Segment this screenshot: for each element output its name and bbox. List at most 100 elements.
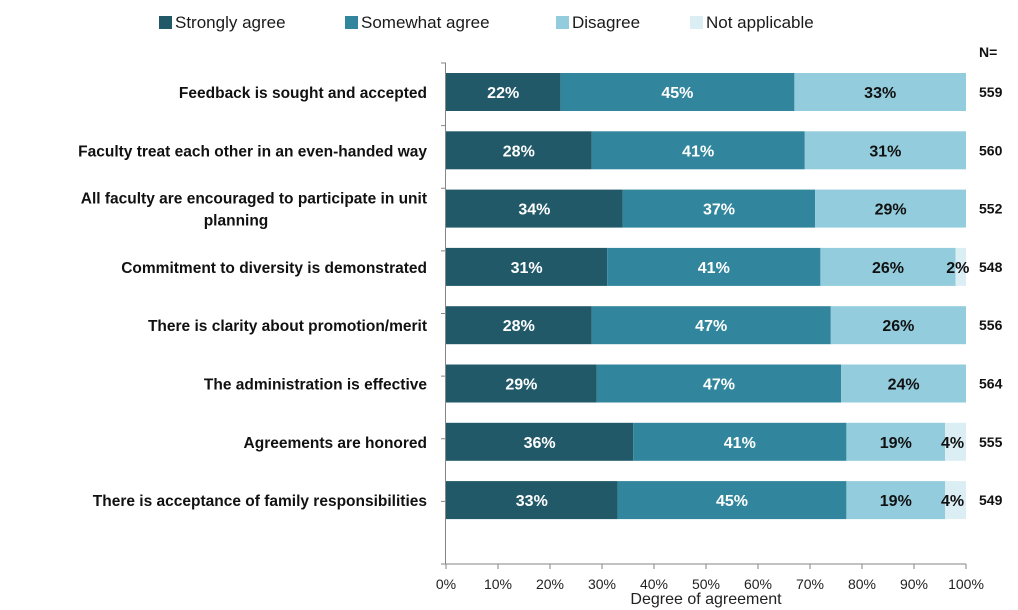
bar-segment bbox=[446, 247, 608, 286]
legend-swatch bbox=[690, 16, 703, 29]
category-label: Commitment to diversity is demonstrated bbox=[121, 260, 427, 277]
x-tick-label: 80% bbox=[848, 576, 876, 592]
data-label: 31% bbox=[869, 143, 901, 160]
x-tick-label: 40% bbox=[640, 576, 668, 592]
legend-label: Strongly agree bbox=[175, 13, 286, 32]
x-tick-label: 30% bbox=[588, 576, 616, 592]
data-label: 33% bbox=[516, 493, 548, 510]
legend-swatch bbox=[556, 16, 569, 29]
data-label: 19% bbox=[880, 435, 912, 452]
category-labels: Feedback is sought and accepted Faculty t… bbox=[78, 85, 427, 510]
legend-label: Disagree bbox=[572, 13, 640, 32]
n-value: 560 bbox=[979, 142, 1003, 158]
data-label: 45% bbox=[661, 85, 693, 102]
x-axis-title: Degree of agreement bbox=[630, 591, 782, 608]
bar-segment bbox=[622, 189, 816, 228]
n-value: 564 bbox=[979, 376, 1003, 392]
data-label: 22% bbox=[487, 85, 519, 102]
bar-segment bbox=[446, 73, 561, 111]
data-label: 33% bbox=[864, 85, 896, 102]
data-label: 19% bbox=[880, 493, 912, 510]
data-label: 47% bbox=[695, 318, 727, 335]
bars: 22% 45% 33% 28% 41% 31% 34% 37% 29% 31% 41% 26% 2% 28… bbox=[446, 73, 969, 520]
n-value: 552 bbox=[979, 201, 1003, 217]
data-label: 41% bbox=[682, 143, 714, 160]
bar-segment bbox=[804, 131, 966, 170]
bar-segment bbox=[617, 481, 847, 520]
legend-label: Somewhat agree bbox=[361, 13, 490, 32]
x-tick-label: 90% bbox=[900, 576, 928, 592]
data-label: 4% bbox=[941, 435, 964, 452]
bar-segment bbox=[815, 189, 966, 228]
category-label: All faculty are encouraged to participat… bbox=[81, 191, 427, 230]
data-label: 29% bbox=[505, 377, 537, 394]
n-header: N= bbox=[979, 44, 997, 60]
x-tick-label: 100% bbox=[948, 576, 984, 592]
x-tick-label: 70% bbox=[796, 576, 824, 592]
data-label: 41% bbox=[698, 260, 730, 277]
bar-segment bbox=[560, 73, 795, 111]
bar-segment bbox=[446, 481, 618, 520]
n-value: 555 bbox=[979, 434, 1003, 450]
bar-segment bbox=[830, 306, 966, 345]
category-label: Faculty treat each other in an even-hand… bbox=[78, 143, 427, 160]
legend-item: Somewhat agree bbox=[345, 13, 490, 32]
bar-segment bbox=[446, 189, 623, 228]
n-value: 559 bbox=[979, 84, 1003, 100]
legend-item: Strongly agree bbox=[159, 13, 286, 32]
data-label: 45% bbox=[716, 493, 748, 510]
bar-segment bbox=[794, 73, 966, 111]
n-value: 556 bbox=[979, 317, 1003, 333]
data-label: 28% bbox=[503, 143, 535, 160]
x-tick-label: 0% bbox=[436, 576, 456, 592]
data-label: 2% bbox=[946, 260, 969, 277]
data-label: 41% bbox=[724, 435, 756, 452]
n-value: 549 bbox=[979, 492, 1003, 508]
category-label: The administration is effective bbox=[204, 377, 427, 394]
data-label: 34% bbox=[518, 202, 550, 219]
n-labels: 559 560 552 548 556 564 555 549 bbox=[979, 84, 1003, 508]
data-label: 37% bbox=[703, 202, 735, 219]
data-label: 26% bbox=[872, 260, 904, 277]
bar-segment bbox=[820, 247, 956, 286]
data-label: 28% bbox=[503, 318, 535, 335]
bar-segment bbox=[591, 131, 805, 170]
bar-segment bbox=[846, 481, 946, 520]
legend-item: Not applicable bbox=[690, 13, 814, 32]
bar-segment bbox=[596, 364, 842, 403]
legend-swatch bbox=[345, 16, 358, 29]
bar-segment bbox=[607, 247, 821, 286]
category-label: Feedback is sought and accepted bbox=[179, 85, 427, 102]
x-axis: 0% 10% 20% 30% 40% 50% 60% 70% 80% 90% 100% bbox=[436, 62, 984, 592]
data-label: 31% bbox=[511, 260, 543, 277]
x-tick-label: 10% bbox=[484, 576, 512, 592]
n-value: 548 bbox=[979, 259, 1003, 275]
legend-swatch bbox=[159, 16, 172, 29]
bar-segment bbox=[841, 364, 966, 403]
bar-segment bbox=[945, 481, 966, 520]
legend-label: Not applicable bbox=[706, 13, 814, 32]
category-label: There is clarity about promotion/merit bbox=[148, 318, 427, 335]
data-label: 36% bbox=[524, 435, 556, 452]
bar-segment bbox=[846, 422, 946, 461]
data-label: 26% bbox=[882, 318, 914, 335]
data-label: 24% bbox=[888, 377, 920, 394]
legend-item: Disagree bbox=[556, 13, 640, 32]
bar-segment bbox=[945, 422, 966, 461]
category-label: There is acceptance of family responsibi… bbox=[93, 493, 427, 510]
x-tick-label: 60% bbox=[744, 576, 772, 592]
bar-segment bbox=[591, 306, 831, 345]
bar-segment bbox=[446, 422, 634, 461]
bar-segment bbox=[446, 306, 592, 345]
bar-segment bbox=[446, 364, 597, 403]
x-tick-label: 50% bbox=[692, 576, 720, 592]
bar-segment bbox=[446, 131, 592, 170]
data-label: 4% bbox=[941, 493, 964, 510]
bar-segment bbox=[955, 247, 966, 286]
data-label: 47% bbox=[703, 377, 735, 394]
data-label: 29% bbox=[875, 202, 907, 219]
x-tick-label: 20% bbox=[536, 576, 564, 592]
category-label: Agreements are honored bbox=[244, 435, 427, 452]
legend: Strongly agree Somewhat agree Disagree Not … bbox=[159, 13, 814, 32]
